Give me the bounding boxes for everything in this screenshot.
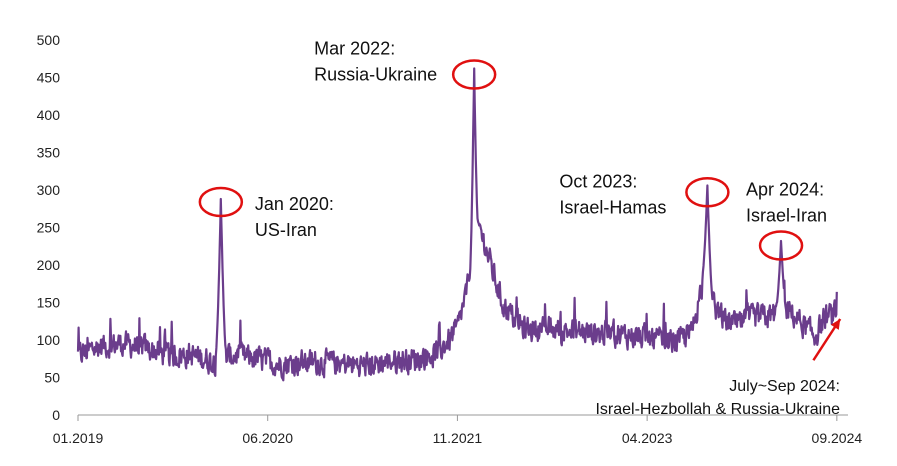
x-tick-label: 04.2023 (622, 430, 673, 446)
x-tick-label: 09.2024 (812, 430, 863, 446)
annotation-label: Israel-Iran (746, 206, 827, 226)
y-tick-label: 0 (52, 407, 60, 423)
y-tick-label: 500 (37, 32, 61, 48)
y-tick-label: 400 (37, 107, 61, 123)
plot-area (76, 67, 838, 382)
y-tick-label: 200 (37, 257, 61, 273)
annotation-label: US-Iran (255, 220, 317, 240)
y-tick-label: 350 (37, 145, 61, 161)
x-tick-label: 11.2021 (433, 430, 483, 446)
y-tick-label: 100 (37, 332, 61, 348)
y-tick-label: 300 (37, 182, 61, 198)
annotation-label: Mar 2022: (314, 39, 395, 59)
y-tick-label: 250 (37, 220, 61, 236)
annotation-label: Russia-Ukraine (314, 65, 437, 85)
annotation-label: Oct 2023: (559, 171, 637, 191)
y-tick-label: 450 (37, 70, 61, 86)
annotations: Jan 2020: US-Iran Mar 2022: Russia-Ukraine O… (198, 39, 842, 418)
arrow-annotation-label: July~Sep 2024: (729, 378, 840, 395)
highlight-circle (451, 59, 497, 90)
x-tick-label: 01.2019 (53, 430, 104, 446)
highlight-circle (198, 186, 244, 218)
highlight-circle (758, 230, 804, 261)
arrow-head (830, 319, 841, 330)
annotation-label: Jan 2020: (255, 194, 334, 214)
series-line (76, 67, 838, 382)
chart-axes: 0 50 100 150 200 250 300 350 400 450 500 01.2019 06.… (37, 32, 863, 446)
annotation-label: Israel-Hamas (559, 197, 666, 217)
y-tick-label: 150 (37, 295, 61, 311)
arrow-annotation-label: Israel-Hezbollah & Russia-Ukraine (595, 401, 840, 418)
annotation-label: Apr 2024: (746, 180, 824, 200)
y-tick-label: 50 (44, 370, 60, 386)
x-tick-label: 06.2020 (242, 430, 293, 446)
highlight-circle (685, 177, 730, 208)
